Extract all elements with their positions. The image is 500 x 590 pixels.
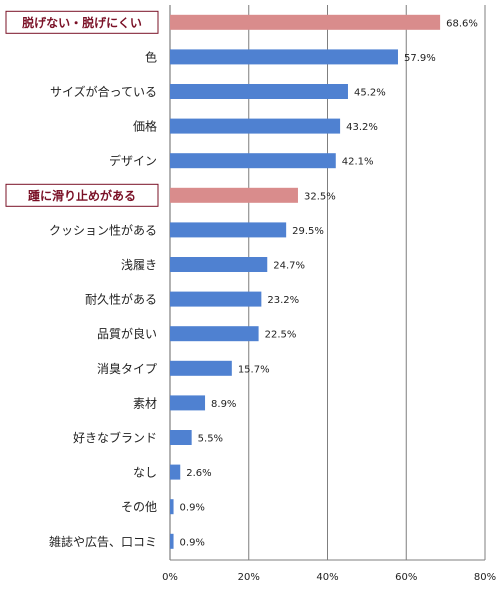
category-label: 雑誌や広告、口コミ — [49, 534, 157, 549]
bar — [170, 222, 287, 238]
value-label: 43.2% — [346, 122, 378, 133]
value-label: 24.7% — [273, 261, 305, 272]
value-label: 0.9% — [180, 537, 205, 548]
x-tick-label: 80% — [474, 572, 496, 583]
category-label: 価格 — [133, 119, 157, 134]
bar — [170, 464, 181, 480]
bar — [170, 326, 259, 342]
x-tick-label: 40% — [316, 572, 338, 583]
category-label: デザイン — [109, 153, 157, 168]
bar — [170, 153, 336, 169]
category-label: クッション性がある — [49, 222, 157, 237]
bar — [170, 49, 398, 65]
value-labels: 68.6% 57.9% 45.2% 43.2% 42.1% 32.5% 29.5% 24.7%… — [180, 18, 478, 548]
x-tick-label: 20% — [238, 572, 260, 583]
value-label: 0.9% — [180, 503, 205, 514]
value-label: 45.2% — [354, 88, 386, 99]
bar-highlighted — [170, 187, 298, 203]
bar — [170, 395, 206, 411]
category-label: なし — [133, 466, 157, 480]
value-label: 57.9% — [404, 53, 436, 64]
bar — [170, 430, 192, 445]
category-label: 品質が良い — [97, 326, 157, 341]
category-label: その他 — [121, 500, 157, 514]
bar — [170, 257, 268, 272]
value-label: 32.5% — [304, 191, 336, 202]
x-tick-label: 60% — [395, 572, 417, 583]
category-label: サイズが合っている — [50, 84, 157, 99]
value-label: 68.6% — [446, 18, 478, 29]
bar-highlighted — [170, 14, 441, 30]
highlight-label-box — [5, 10, 159, 34]
category-label: 素材 — [133, 396, 157, 410]
bar — [170, 291, 262, 307]
value-label: 22.5% — [265, 330, 297, 341]
bar — [170, 84, 348, 99]
value-label: 42.1% — [342, 157, 374, 168]
bars — [170, 14, 441, 549]
category-label-highlighted: 脱げない・脱げにくい — [22, 15, 142, 30]
category-label: 浅履き — [121, 258, 157, 272]
bar — [170, 360, 232, 376]
category-label: 耐久性がある — [85, 292, 157, 307]
bar — [170, 499, 174, 515]
x-axis-ticks: 0% 20% 40% 60% 80% — [162, 572, 496, 583]
value-label: 5.5% — [198, 434, 223, 445]
bar — [170, 118, 341, 134]
x-tick-label: 0% — [162, 572, 178, 583]
category-label-highlighted: 踵に滑り止めがある — [28, 188, 136, 203]
value-label: 8.9% — [211, 399, 236, 410]
highlight-label-box — [5, 183, 159, 207]
category-labels: 脱げない・脱げにくい色サイズが合っている価格デザイン踵に滑り止めがあるクッション… — [5, 10, 159, 549]
category-label: 好きなブランド — [73, 430, 157, 445]
value-label: 2.6% — [186, 468, 211, 479]
category-label: 色 — [145, 50, 157, 64]
bar — [170, 533, 174, 549]
category-label: 消臭タイプ — [97, 361, 157, 376]
value-label: 23.2% — [267, 295, 299, 306]
value-label: 15.7% — [238, 364, 270, 375]
value-label: 29.5% — [292, 226, 324, 237]
